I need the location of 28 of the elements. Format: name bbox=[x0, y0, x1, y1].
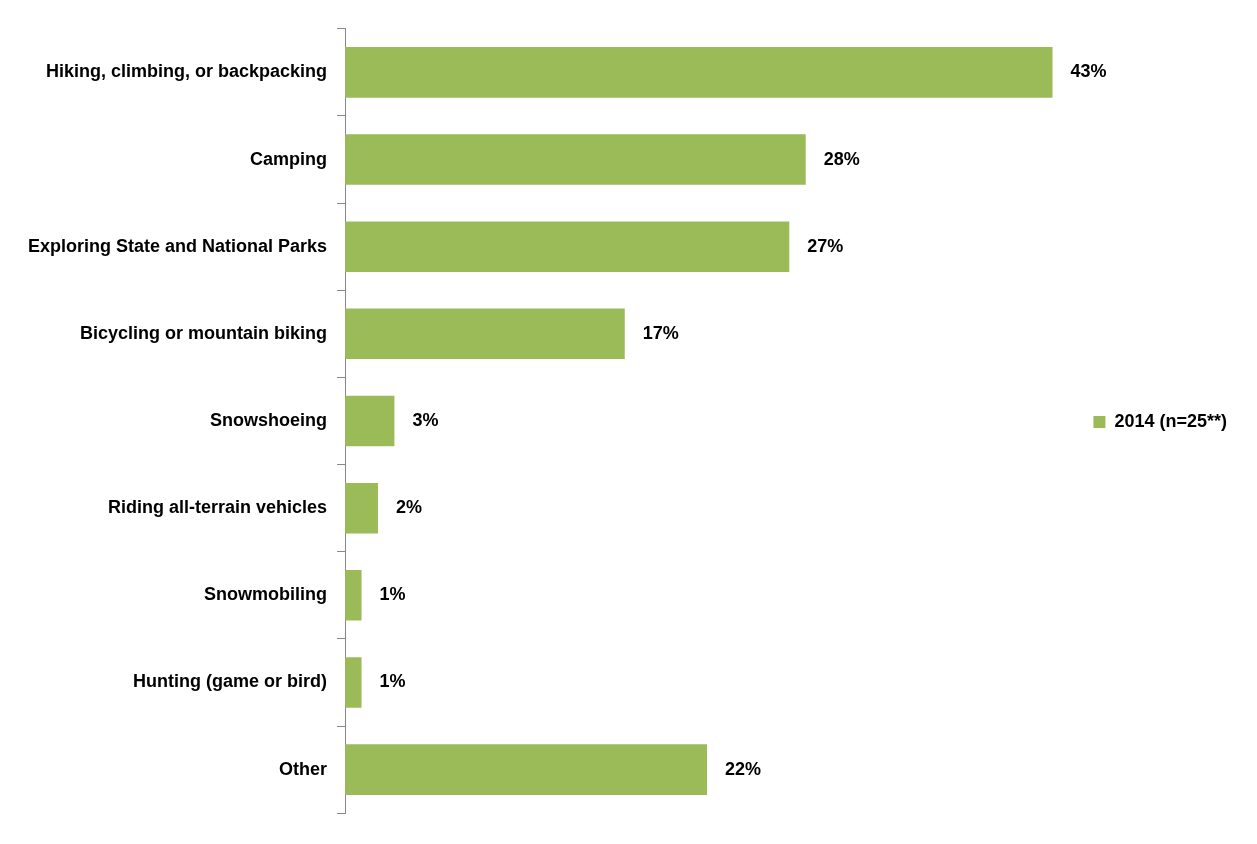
data-label: 17% bbox=[642, 322, 679, 343]
data-label: 27% bbox=[807, 235, 844, 256]
data-label: 3% bbox=[412, 409, 439, 430]
data-label: 22% bbox=[725, 758, 762, 779]
y-tick-label: Other bbox=[279, 758, 328, 779]
bar bbox=[345, 134, 806, 185]
y-tick-label: Snowmobiling bbox=[204, 584, 328, 605]
bar bbox=[345, 47, 1053, 98]
data-label: 43% bbox=[1070, 61, 1107, 82]
data-label: 1% bbox=[379, 584, 406, 605]
data-label: 28% bbox=[823, 148, 860, 169]
bar bbox=[345, 570, 362, 621]
bar bbox=[345, 657, 362, 708]
y-tick-label: Riding all-terrain vehicles bbox=[108, 497, 328, 518]
bar bbox=[345, 482, 378, 534]
legend-label: 2014 (n=25**) bbox=[1114, 410, 1228, 431]
y-tick-label: Hiking, climbing, or backpacking bbox=[46, 61, 328, 82]
bar bbox=[345, 395, 395, 447]
y-tick-label: Hunting (game or bird) bbox=[133, 671, 328, 692]
y-tick-label: Camping bbox=[250, 148, 328, 169]
y-tick-label: Snowshoeing bbox=[210, 409, 328, 430]
bar bbox=[345, 221, 790, 272]
y-tick-label: Exploring State and National Parks bbox=[28, 235, 328, 256]
y-tick-label: Bicycling or mountain biking bbox=[80, 322, 328, 343]
data-label: 1% bbox=[379, 671, 406, 692]
data-label: 2% bbox=[395, 497, 422, 518]
bar bbox=[345, 308, 625, 360]
bar bbox=[345, 744, 708, 795]
